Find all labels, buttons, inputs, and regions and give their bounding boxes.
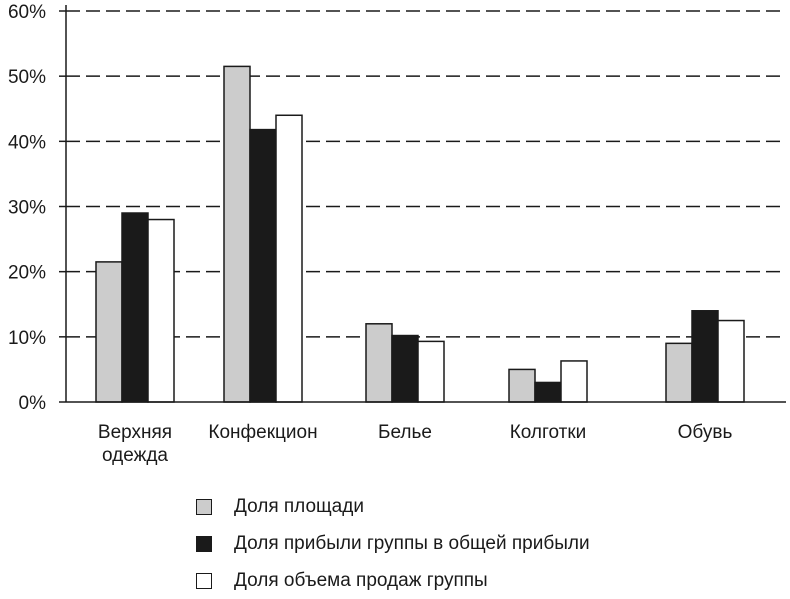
y-tick-label: 20% xyxy=(8,263,46,284)
y-axis-tick-labels: 0% 10% 20% 30% 40% 50% 60% xyxy=(8,2,46,414)
x-category-label: Верхняя xyxy=(98,422,172,443)
x-category-label: одежда xyxy=(102,445,168,466)
legend-label-sales-share: Доля объема продаж группы xyxy=(234,569,488,591)
bar xyxy=(391,334,419,403)
x-category-label: Обувь xyxy=(678,422,733,443)
bar xyxy=(365,323,393,403)
y-tick-label: 0% xyxy=(19,393,47,414)
axes xyxy=(59,5,786,403)
gridlines xyxy=(66,10,786,338)
bar xyxy=(147,218,175,403)
x-category-label: Конфекцион xyxy=(208,422,317,443)
bar xyxy=(249,128,277,403)
bar xyxy=(665,342,693,403)
legend-swatch-profit-share xyxy=(196,535,212,552)
bar xyxy=(534,381,562,403)
bar xyxy=(417,340,445,403)
legend-label-area-share: Доля площади xyxy=(234,495,364,517)
bar xyxy=(560,360,588,403)
y-tick-label: 60% xyxy=(8,2,46,23)
y-tick-label: 10% xyxy=(8,328,46,349)
y-tick-label: 30% xyxy=(8,198,46,219)
y-tick-label: 50% xyxy=(8,67,46,88)
legend: Доля площади Доля прибыли группы в общей… xyxy=(196,488,590,599)
legend-label-profit-share: Доля прибыли группы в общей прибыли xyxy=(234,532,590,554)
legend-item-profit-share: Доля прибыли группы в общей прибыли xyxy=(196,525,590,562)
bar xyxy=(508,368,536,403)
bar xyxy=(691,310,719,403)
bar xyxy=(275,114,303,403)
legend-item-sales-share: Доля объема продаж группы xyxy=(196,562,590,599)
bar xyxy=(717,319,745,403)
legend-item-area-share: Доля площади xyxy=(196,488,590,525)
x-category-label: Колготки xyxy=(510,422,587,443)
legend-swatch-sales-share xyxy=(196,572,212,589)
y-tick-label: 40% xyxy=(8,132,46,153)
x-category-label: Белье xyxy=(378,422,432,443)
bar xyxy=(223,65,251,403)
bars xyxy=(95,65,745,403)
bar xyxy=(121,212,149,403)
bar xyxy=(95,261,123,403)
legend-swatch-area-share xyxy=(196,498,212,515)
